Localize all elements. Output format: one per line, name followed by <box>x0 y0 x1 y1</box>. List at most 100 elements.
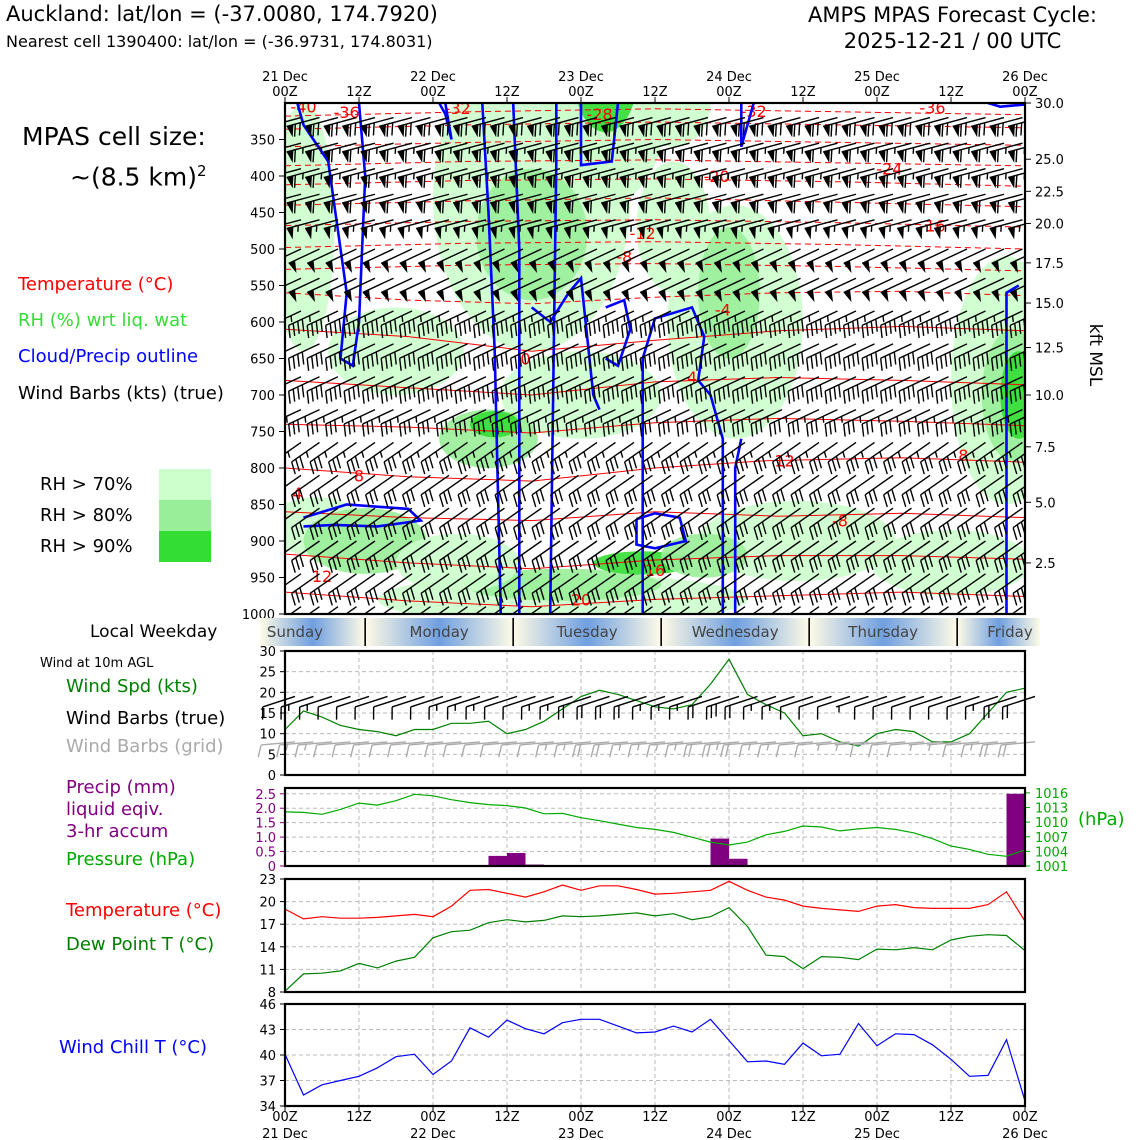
wind-barb-tick <box>609 590 615 603</box>
time-label-bottom-hour: 12Z <box>790 1110 816 1125</box>
temperature-contour <box>285 511 1025 522</box>
wind-barb-tick <box>447 521 453 535</box>
wind-barb-tick <box>1018 321 1022 334</box>
wind-barb-tick <box>648 353 652 367</box>
wind-barb-tick <box>750 358 754 371</box>
pressure-tick-label: 850 <box>250 499 275 514</box>
wind-barb <box>545 116 579 138</box>
wind-barb-staff <box>753 540 783 562</box>
wind-barb <box>713 277 746 303</box>
wind-barb-tick <box>645 175 648 188</box>
wind-barb-tick <box>441 200 445 214</box>
wind-barb <box>660 441 690 475</box>
wind-barb-tick <box>571 200 574 214</box>
wind-barb-staff <box>772 540 801 562</box>
wind-barb-tick <box>646 590 652 603</box>
wind-barb-staff <box>989 219 1023 230</box>
wind-barb-staff <box>898 343 931 359</box>
wind-barb-flag <box>751 260 759 273</box>
wind-barb-tick <box>953 325 957 339</box>
wind-barb-flag <box>508 226 516 240</box>
wind-barb-tick <box>369 491 375 505</box>
wind-barb-tick <box>884 323 888 336</box>
wind-barb-tick <box>539 488 545 502</box>
wind-barb-tick <box>905 458 911 472</box>
wind-barb-staff <box>582 219 616 230</box>
wind-barb-tick <box>752 315 755 323</box>
wind-barb-staff <box>859 116 894 128</box>
wind-barb-staff <box>619 193 653 204</box>
wind-barb-tick <box>708 318 712 332</box>
legend-rh: RH (%) wrt liq. wat <box>18 310 188 331</box>
wind-barb <box>915 116 949 138</box>
wind-barb-tick <box>634 318 638 332</box>
cloud-outline <box>1005 284 1020 614</box>
wind-barb-tick <box>771 315 774 323</box>
wind-barb <box>372 695 407 720</box>
wind-barb-staff <box>864 441 894 463</box>
wind-barb-tick <box>773 323 777 336</box>
wind-barb <box>919 441 949 475</box>
wind-barb-tick <box>468 351 471 365</box>
wind-barb-staff <box>743 695 777 708</box>
wind-barb-tick <box>517 524 523 538</box>
dewpoint-line <box>284 906 1026 992</box>
wind-barb-staff <box>713 408 746 425</box>
wind-barb-tick <box>998 524 1004 538</box>
wind-barb-staff <box>399 408 431 425</box>
wind-barb-tick <box>408 321 411 334</box>
wind-barb <box>307 606 320 614</box>
wind-barb-tick <box>969 744 973 751</box>
wind-barb-tick <box>682 149 685 163</box>
wind-barb-flag <box>492 260 500 273</box>
wind-barb-staff <box>864 507 894 529</box>
wind-barb <box>642 540 672 573</box>
wind-barb-flag <box>825 260 833 273</box>
wind-barb-tick <box>579 318 582 332</box>
wind-barb <box>471 219 505 240</box>
wind-barb-tick <box>320 384 323 398</box>
wind-barb <box>896 193 931 214</box>
wind-barb-tick <box>549 315 552 323</box>
wind-barb <box>346 441 376 475</box>
wind-barb-tick <box>586 315 589 323</box>
wind-barb-tick <box>778 386 781 400</box>
wind-barb-flag <box>305 226 312 240</box>
wind-barb <box>750 343 783 371</box>
wind-barb-flag <box>677 260 685 273</box>
precip-bar <box>507 853 526 866</box>
wind-barb-flag <box>767 150 775 163</box>
height-tick-label: 2.5 <box>1035 557 1056 572</box>
wind-barb <box>528 310 561 339</box>
wind-barb-tick <box>514 356 518 369</box>
wind-barb-tick <box>736 356 740 369</box>
wind-barb-tick <box>484 554 490 568</box>
wind-barb-staff <box>674 193 709 204</box>
wind-barb-tick <box>299 587 305 600</box>
wind-barb <box>734 573 764 606</box>
wind-barb-tick <box>1016 557 1022 570</box>
wind-barb-tick <box>916 358 920 371</box>
wind-barb-tick <box>1018 386 1022 400</box>
wind-barb-flag <box>471 150 479 163</box>
wind-barb-tick <box>1012 461 1018 475</box>
wind-barb-staff <box>698 507 727 529</box>
wind-barb-tick <box>531 593 537 606</box>
wind-barb <box>583 343 616 371</box>
wind-barb-tick <box>605 461 611 475</box>
wind-barb <box>975 507 1005 540</box>
wind-barb-tick <box>708 384 712 398</box>
wind-barb-flag <box>582 150 590 163</box>
wind-barb-staff <box>1009 416 1025 425</box>
wind-barb <box>489 219 524 240</box>
wind-barb-staff <box>325 343 357 359</box>
wind-barb <box>361 310 394 339</box>
wind-barb-tick <box>498 524 504 538</box>
cell-size-note: MPAS cell size: ~(8.5 km)2 <box>22 120 207 194</box>
wind-barb-tick <box>739 557 745 570</box>
time-label-top-hour: 12Z <box>790 85 816 100</box>
wind-barb-tick <box>694 451 698 458</box>
wind-barb <box>391 695 425 720</box>
wind-barb-tick <box>354 456 360 469</box>
wind-barb-tick <box>447 456 453 469</box>
